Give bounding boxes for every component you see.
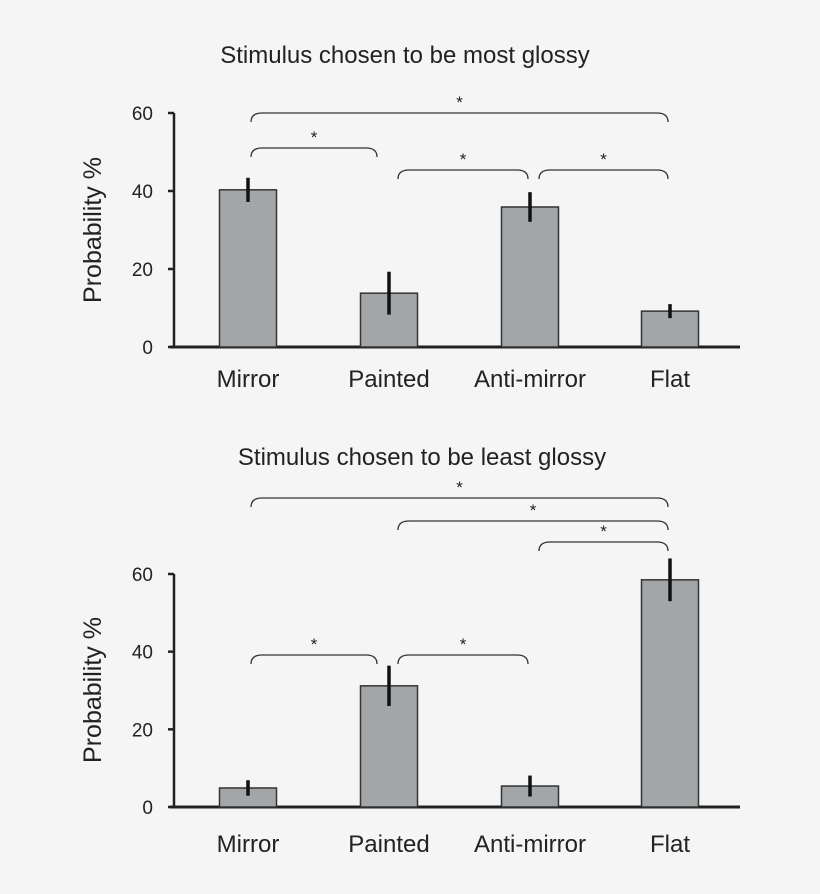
significance-bracket bbox=[397, 169, 529, 180]
x-tick-label: Flat bbox=[650, 831, 690, 858]
bar-flat bbox=[640, 579, 700, 808]
y-tick-label: 20 bbox=[132, 260, 153, 281]
significance-marker: * bbox=[311, 635, 318, 654]
y-tick-label: 60 bbox=[132, 104, 153, 125]
significance-bracket bbox=[397, 520, 669, 531]
significance-marker: * bbox=[460, 635, 467, 654]
significance-marker: * bbox=[530, 501, 537, 520]
x-tick-label: Mirror bbox=[217, 831, 280, 858]
significance-bracket bbox=[538, 541, 669, 552]
y-tick-label: 0 bbox=[142, 338, 153, 359]
significance-marker: * bbox=[600, 150, 607, 169]
significance-bracket bbox=[250, 112, 669, 123]
chart-least-glossy: Stimulus chosen to be least glossy Proba… bbox=[79, 444, 740, 858]
x-tick-label: Anti-mirror bbox=[474, 831, 586, 858]
y-tick-label: 40 bbox=[132, 643, 153, 664]
significance-marker: * bbox=[456, 93, 463, 112]
chart-most-glossy: Stimulus chosen to be most glossy Probab… bbox=[79, 42, 740, 393]
y-tick-label: 40 bbox=[132, 182, 153, 203]
y-tick-label: 0 bbox=[142, 798, 153, 819]
x-tick-label: Mirror bbox=[217, 366, 280, 393]
x-tick-label: Anti-mirror bbox=[474, 366, 586, 393]
significance-bracket bbox=[250, 497, 669, 508]
chart-title: Stimulus chosen to be least glossy bbox=[238, 444, 606, 471]
significance-marker: * bbox=[311, 128, 318, 147]
y-axis-label: Probability % bbox=[79, 157, 107, 303]
significance-bracket bbox=[538, 169, 669, 180]
significance-marker: * bbox=[460, 150, 467, 169]
significance-bracket bbox=[250, 147, 378, 158]
significance-marker: * bbox=[456, 478, 463, 497]
x-tick-label: Painted bbox=[348, 366, 429, 393]
chart-title: Stimulus chosen to be most glossy bbox=[220, 42, 590, 69]
y-axis-label: Probability % bbox=[79, 617, 107, 763]
significance-bracket bbox=[397, 654, 529, 665]
bar-painted bbox=[359, 685, 419, 808]
bar-mirror bbox=[218, 189, 278, 348]
bar-anti-mirror bbox=[500, 206, 560, 348]
y-tick-label: 60 bbox=[132, 565, 153, 586]
x-tick-label: Painted bbox=[348, 831, 429, 858]
significance-bracket bbox=[250, 654, 378, 665]
y-tick-label: 20 bbox=[132, 720, 153, 741]
significance-marker: * bbox=[600, 522, 607, 541]
x-tick-label: Flat bbox=[650, 366, 690, 393]
